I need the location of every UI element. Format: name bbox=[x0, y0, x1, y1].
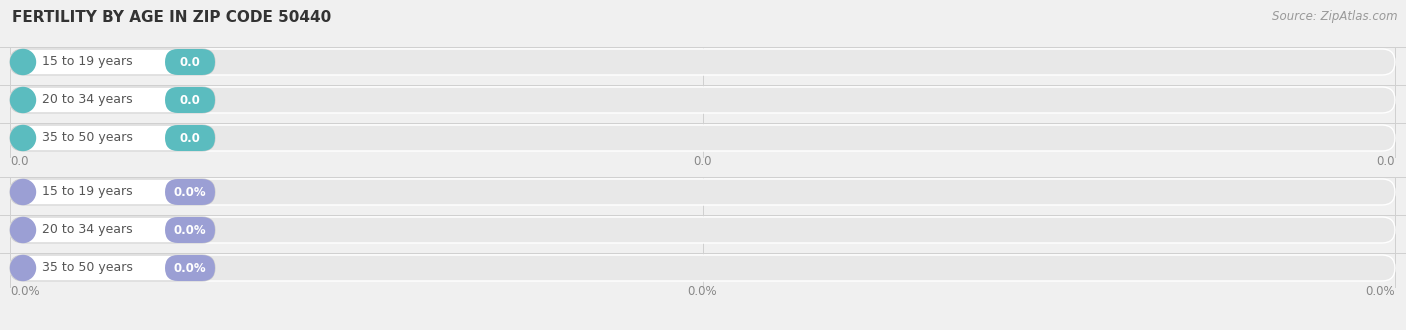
Text: 0.0: 0.0 bbox=[1376, 155, 1395, 168]
Text: 0.0: 0.0 bbox=[693, 155, 711, 168]
FancyBboxPatch shape bbox=[165, 179, 215, 205]
Text: 20 to 34 years: 20 to 34 years bbox=[42, 93, 132, 107]
Text: 0.0%: 0.0% bbox=[1365, 285, 1395, 298]
Text: FERTILITY BY AGE IN ZIP CODE 50440: FERTILITY BY AGE IN ZIP CODE 50440 bbox=[13, 10, 332, 25]
Text: Source: ZipAtlas.com: Source: ZipAtlas.com bbox=[1272, 10, 1398, 23]
Text: 0.0%: 0.0% bbox=[10, 285, 39, 298]
Circle shape bbox=[10, 87, 35, 113]
Text: 0.0%: 0.0% bbox=[174, 185, 207, 199]
FancyBboxPatch shape bbox=[165, 217, 215, 243]
FancyBboxPatch shape bbox=[10, 49, 1395, 75]
Text: 15 to 19 years: 15 to 19 years bbox=[42, 185, 132, 199]
Text: 35 to 50 years: 35 to 50 years bbox=[42, 261, 134, 275]
Text: 0.0%: 0.0% bbox=[688, 285, 717, 298]
Text: 20 to 34 years: 20 to 34 years bbox=[42, 223, 132, 237]
Circle shape bbox=[10, 217, 35, 243]
Circle shape bbox=[10, 180, 35, 205]
FancyBboxPatch shape bbox=[165, 255, 215, 281]
FancyBboxPatch shape bbox=[10, 255, 1395, 281]
Circle shape bbox=[10, 255, 35, 280]
FancyBboxPatch shape bbox=[10, 125, 215, 151]
Text: 0.0%: 0.0% bbox=[174, 261, 207, 275]
FancyBboxPatch shape bbox=[10, 217, 215, 243]
Text: 15 to 19 years: 15 to 19 years bbox=[42, 55, 132, 69]
Circle shape bbox=[10, 50, 35, 75]
Text: 35 to 50 years: 35 to 50 years bbox=[42, 131, 134, 145]
FancyBboxPatch shape bbox=[10, 217, 1395, 243]
FancyBboxPatch shape bbox=[165, 49, 215, 75]
Text: 0.0: 0.0 bbox=[180, 55, 201, 69]
Text: 0.0: 0.0 bbox=[180, 131, 201, 145]
FancyBboxPatch shape bbox=[10, 87, 1395, 113]
FancyBboxPatch shape bbox=[10, 255, 215, 281]
Circle shape bbox=[10, 125, 35, 150]
Text: 0.0: 0.0 bbox=[180, 93, 201, 107]
FancyBboxPatch shape bbox=[10, 49, 215, 75]
Text: 0.0%: 0.0% bbox=[174, 223, 207, 237]
FancyBboxPatch shape bbox=[10, 87, 215, 113]
FancyBboxPatch shape bbox=[165, 87, 215, 113]
Text: 0.0: 0.0 bbox=[10, 155, 28, 168]
FancyBboxPatch shape bbox=[10, 179, 1395, 205]
FancyBboxPatch shape bbox=[10, 125, 1395, 151]
FancyBboxPatch shape bbox=[165, 125, 215, 151]
FancyBboxPatch shape bbox=[10, 179, 215, 205]
